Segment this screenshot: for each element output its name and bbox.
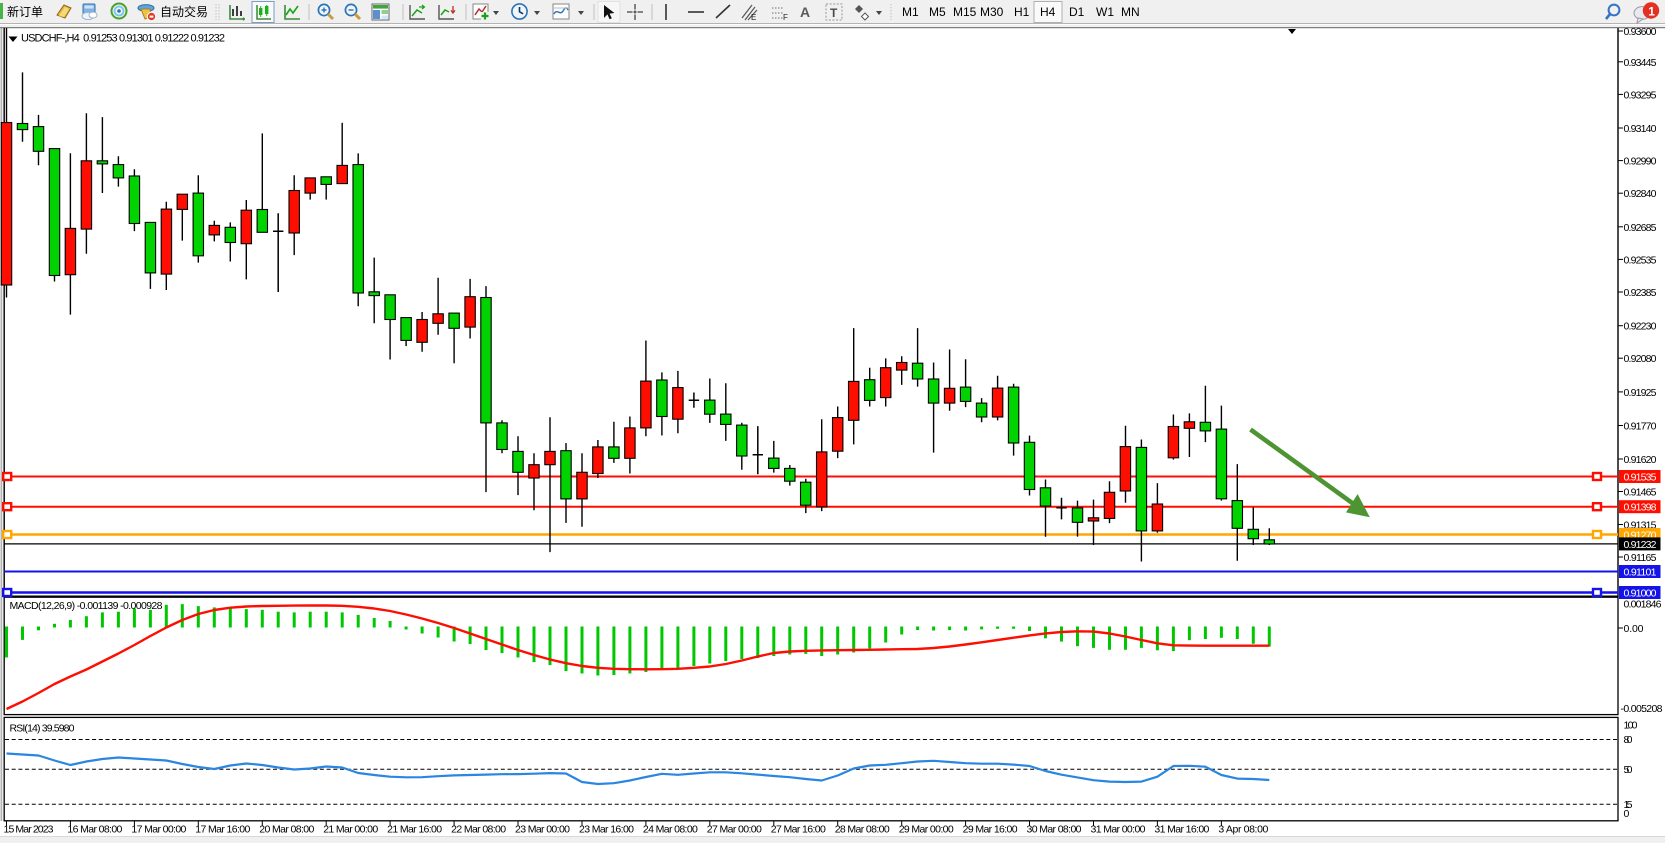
svg-text:0.92990: 0.92990 xyxy=(1624,156,1657,168)
svg-text:0.92385: 0.92385 xyxy=(1624,287,1657,299)
svg-text:30 Mar 08:00: 30 Mar 08:00 xyxy=(1027,824,1082,836)
svg-text:0.92840: 0.92840 xyxy=(1624,188,1657,200)
svg-text:0.91000: 0.91000 xyxy=(1624,588,1657,600)
svg-text:0.91232: 0.91232 xyxy=(1624,539,1657,551)
svg-text:0.91770: 0.91770 xyxy=(1624,421,1657,433)
svg-text:16 Mar 08:00: 16 Mar 08:00 xyxy=(67,824,122,836)
svg-text:USDCHF-,H4 0.91253 0.91301 0.: USDCHF-,H4 0.91253 0.91301 0.91222 0.912… xyxy=(21,33,225,45)
svg-text:自动交易: 自动交易 xyxy=(160,4,208,19)
svg-text:H1: H1 xyxy=(1014,5,1030,19)
svg-text:0.91620: 0.91620 xyxy=(1624,454,1657,466)
svg-text:新订单: 新订单 xyxy=(7,4,43,19)
svg-text:28 Mar 08:00: 28 Mar 08:00 xyxy=(835,824,890,836)
svg-text:RSI(14) 39.5980: RSI(14) 39.5980 xyxy=(10,723,75,735)
svg-text:MN: MN xyxy=(1121,5,1140,19)
svg-text:0.91165: 0.91165 xyxy=(1624,552,1657,564)
svg-text:0.92535: 0.92535 xyxy=(1624,254,1657,266)
svg-text:0.91465: 0.91465 xyxy=(1624,487,1657,499)
svg-text:50: 50 xyxy=(1624,764,1633,776)
svg-text:F: F xyxy=(783,13,788,22)
svg-text:0.92685: 0.92685 xyxy=(1624,222,1657,234)
svg-text:0.91925: 0.91925 xyxy=(1624,387,1657,399)
svg-text:27 Mar 16:00: 27 Mar 16:00 xyxy=(771,824,826,836)
svg-text:W1: W1 xyxy=(1096,5,1114,19)
svg-text:M1: M1 xyxy=(902,5,919,19)
svg-text:0.001846: 0.001846 xyxy=(1624,599,1662,611)
svg-text:-0.005208: -0.005208 xyxy=(1621,703,1663,715)
svg-text:15: 15 xyxy=(1624,799,1633,811)
svg-text:27 Mar 00:00: 27 Mar 00:00 xyxy=(707,824,762,836)
svg-text:31 Mar 00:00: 31 Mar 00:00 xyxy=(1091,824,1146,836)
svg-text:80: 80 xyxy=(1624,734,1633,746)
svg-text:21 Mar 16:00: 21 Mar 16:00 xyxy=(387,824,442,836)
svg-text:M5: M5 xyxy=(929,5,946,19)
svg-text:29 Mar 00:00: 29 Mar 00:00 xyxy=(899,824,954,836)
svg-text:M15: M15 xyxy=(953,5,977,19)
svg-text:D1: D1 xyxy=(1069,5,1085,19)
svg-text:0.91398: 0.91398 xyxy=(1624,502,1657,514)
svg-text:22 Mar 08:00: 22 Mar 08:00 xyxy=(451,824,506,836)
svg-text:T: T xyxy=(830,6,838,20)
svg-text:0.93140: 0.93140 xyxy=(1624,123,1657,135)
svg-text:M30: M30 xyxy=(980,5,1004,19)
svg-text:17 Mar 16:00: 17 Mar 16:00 xyxy=(195,824,250,836)
svg-text:31 Mar 16:00: 31 Mar 16:00 xyxy=(1154,824,1209,836)
svg-text:0.91101: 0.91101 xyxy=(1624,567,1657,579)
svg-text:0.93295: 0.93295 xyxy=(1624,89,1657,101)
svg-text:0.92230: 0.92230 xyxy=(1624,321,1657,333)
svg-text:0: 0 xyxy=(1624,808,1630,820)
svg-text:0.93600: 0.93600 xyxy=(1624,27,1657,38)
svg-text:23 Mar 16:00: 23 Mar 16:00 xyxy=(579,824,634,836)
svg-text:3 Apr 08:00: 3 Apr 08:00 xyxy=(1218,824,1268,836)
svg-text:0.00: 0.00 xyxy=(1624,623,1644,635)
svg-text:17 Mar 00:00: 17 Mar 00:00 xyxy=(131,824,186,836)
svg-text:29 Mar 16:00: 29 Mar 16:00 xyxy=(963,824,1018,836)
svg-text:E: E xyxy=(751,13,756,22)
svg-text:21 Mar 00:00: 21 Mar 00:00 xyxy=(323,824,378,836)
svg-text:A: A xyxy=(800,4,810,20)
svg-text:0.93445: 0.93445 xyxy=(1624,57,1657,69)
svg-text:MACD(12,26,9) -0.001139 -0.000: MACD(12,26,9) -0.001139 -0.000928 xyxy=(10,600,163,612)
svg-text:15 Mar 2023: 15 Mar 2023 xyxy=(4,824,54,836)
svg-text:23 Mar 00:00: 23 Mar 00:00 xyxy=(515,824,570,836)
svg-text:24 Mar 08:00: 24 Mar 08:00 xyxy=(643,824,698,836)
svg-text:0.91535: 0.91535 xyxy=(1624,472,1657,484)
svg-text:1: 1 xyxy=(1648,5,1655,19)
svg-text:100: 100 xyxy=(1624,720,1638,732)
svg-text:20 Mar 08:00: 20 Mar 08:00 xyxy=(259,824,314,836)
svg-text:H4: H4 xyxy=(1040,5,1056,19)
svg-text:0.92080: 0.92080 xyxy=(1624,353,1657,365)
